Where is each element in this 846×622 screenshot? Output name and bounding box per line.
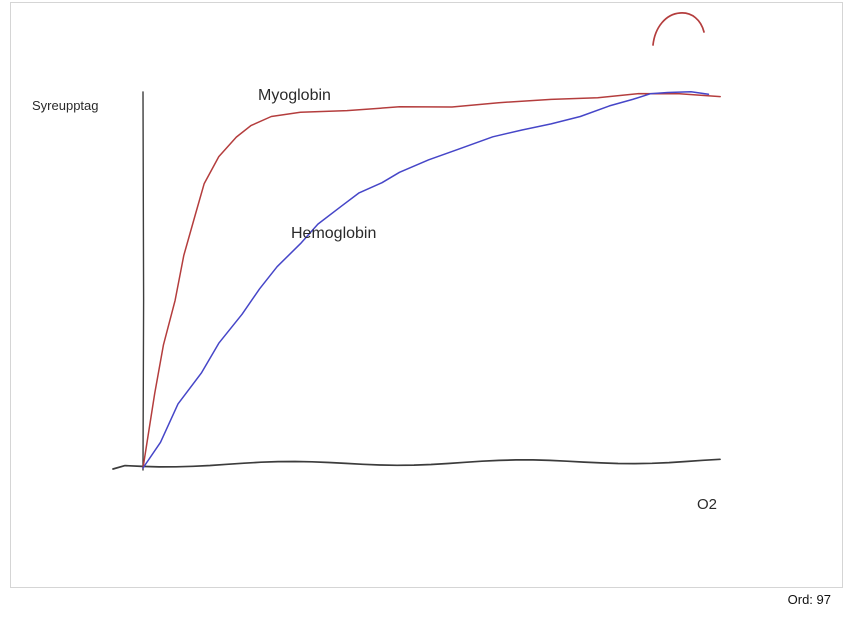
drawing-canvas[interactable] bbox=[10, 2, 843, 588]
myoglobin-series-label: Myoglobin bbox=[258, 87, 331, 104]
x-axis-label: O2 bbox=[697, 496, 718, 513]
y-axis-label: Syreupptag bbox=[32, 98, 99, 113]
word-count: Ord: 97 bbox=[787, 592, 831, 607]
hemoglobin-series-label: Hemoglobin bbox=[291, 225, 377, 242]
